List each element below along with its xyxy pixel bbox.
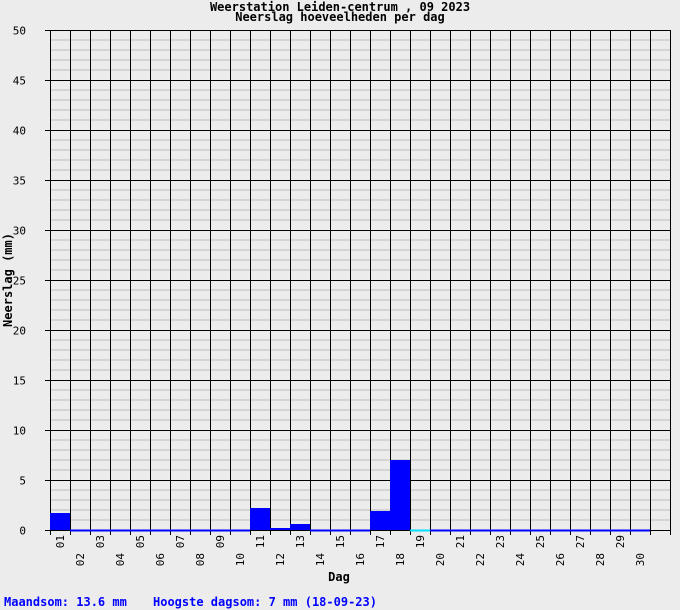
x-tick-label: 07 <box>174 535 187 548</box>
x-tick-label: 18 <box>394 553 407 566</box>
x-tick-label: 06 <box>154 553 167 566</box>
x-tick-label: 13 <box>294 535 307 548</box>
y-tick-label: 10 <box>13 425 26 438</box>
x-tick-label: 14 <box>314 553 327 567</box>
x-tick-label: 19 <box>414 535 427 548</box>
x-tick-label: 30 <box>634 553 647 566</box>
x-tick-label: 25 <box>534 535 547 548</box>
x-tick-label: 15 <box>334 535 347 548</box>
bar-day-18 <box>390 460 410 530</box>
y-axis-label: Neerslag (mm) <box>1 233 15 327</box>
x-ticks: 01 02 03 04 05 06 07 08 09 10 11 12 13 14 15 16 17 18 19 20… <box>54 535 647 566</box>
x-tick-label: 05 <box>134 535 147 548</box>
y-tick-label: 25 <box>13 275 26 288</box>
x-tick-label: 01 <box>54 535 67 548</box>
y-tick-label: 0 <box>19 525 26 538</box>
y-tick-label: 15 <box>13 375 26 388</box>
max-day: Hoogste dagsom: 7 mm (18-09-23) <box>153 595 377 609</box>
y-tick-label: 40 <box>13 125 26 138</box>
grid <box>45 30 671 535</box>
y-tick-label: 20 <box>13 325 26 338</box>
y-tick-label: 50 <box>13 25 26 38</box>
y-tick-label: 35 <box>13 175 26 188</box>
x-tick-label: 21 <box>454 535 467 548</box>
x-tick-label: 11 <box>254 535 267 548</box>
chart-subtitle: Neerslag hoeveelheden per dag <box>235 10 445 24</box>
bar-day-13 <box>290 524 310 530</box>
chart-title: Weerstation Leiden-centrum , 09 2023 <box>210 0 470 14</box>
x-tick-label: 03 <box>94 535 107 548</box>
x-axis-label: Dag <box>328 570 350 584</box>
x-tick-label: 08 <box>194 553 207 566</box>
x-tick-label: 04 <box>114 553 127 567</box>
y-tick-label: 30 <box>13 225 26 238</box>
bars <box>50 460 650 532</box>
x-tick-label: 26 <box>554 553 567 566</box>
bar-day-11 <box>250 508 270 530</box>
x-tick-label: 29 <box>614 535 627 548</box>
y-tick-label: 45 <box>13 75 26 88</box>
y-tick-label: 5 <box>19 475 26 488</box>
bar-day-17 <box>370 511 390 530</box>
x-tick-label: 02 <box>74 553 87 566</box>
x-tick-label: 27 <box>574 535 587 548</box>
y-ticks: 0 5 10 15 20 25 30 35 40 45 50 <box>13 25 26 538</box>
x-tick-label: 28 <box>594 553 607 566</box>
x-tick-label: 23 <box>494 535 507 548</box>
x-tick-label: 09 <box>214 535 227 548</box>
x-tick-label: 24 <box>514 553 527 567</box>
month-total: Maandsom: 13.6 mm <box>4 595 127 609</box>
x-tick-label: 22 <box>474 553 487 566</box>
x-tick-label: 17 <box>374 535 387 548</box>
x-tick-label: 16 <box>354 553 367 566</box>
bar-day-01 <box>50 513 70 530</box>
x-tick-label: 10 <box>234 553 247 566</box>
bar-day-12 <box>270 528 290 530</box>
x-tick-label: 20 <box>434 553 447 566</box>
x-tick-label: 12 <box>274 553 287 566</box>
